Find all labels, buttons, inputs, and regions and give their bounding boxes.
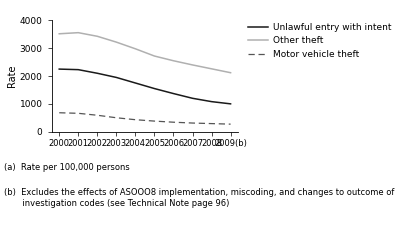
Unlawful entry with intent <box>228 102 233 105</box>
Line: Motor vehicle theft: Motor vehicle theft <box>59 113 231 124</box>
Unlawful entry with intent <box>152 87 157 90</box>
Motor vehicle theft <box>133 118 138 121</box>
Motor vehicle theft <box>76 112 81 115</box>
Motor vehicle theft <box>95 114 100 117</box>
Legend: Unlawful entry with intent, Other theft, Motor vehicle theft: Unlawful entry with intent, Other theft,… <box>248 23 391 59</box>
Other theft <box>95 35 100 38</box>
Other theft <box>76 31 81 34</box>
Text: (b)  Excludes the effects of ASOOO8 implementation, miscoding, and changes to ou: (b) Excludes the effects of ASOOO8 imple… <box>4 188 394 208</box>
Unlawful entry with intent <box>76 68 81 71</box>
Other theft <box>133 47 138 50</box>
Motor vehicle theft <box>57 111 62 114</box>
Line: Unlawful entry with intent: Unlawful entry with intent <box>59 69 231 104</box>
Other theft <box>190 64 195 66</box>
Unlawful entry with intent <box>171 92 176 95</box>
Unlawful entry with intent <box>133 82 138 84</box>
Motor vehicle theft <box>114 116 119 119</box>
Motor vehicle theft <box>152 120 157 122</box>
Unlawful entry with intent <box>57 68 62 70</box>
Unlawful entry with intent <box>114 76 119 79</box>
Y-axis label: Rate: Rate <box>7 65 17 87</box>
Other theft <box>171 59 176 62</box>
Other theft <box>114 41 119 44</box>
Text: (a)  Rate per 100,000 persons: (a) Rate per 100,000 persons <box>4 163 130 173</box>
Other theft <box>152 55 157 57</box>
Motor vehicle theft <box>190 122 195 124</box>
Motor vehicle theft <box>209 122 214 125</box>
Unlawful entry with intent <box>95 72 100 75</box>
Unlawful entry with intent <box>209 100 214 103</box>
Other theft <box>209 67 214 70</box>
Motor vehicle theft <box>228 123 233 126</box>
Unlawful entry with intent <box>190 97 195 100</box>
Line: Other theft: Other theft <box>59 33 231 73</box>
Motor vehicle theft <box>171 121 176 123</box>
Other theft <box>228 71 233 74</box>
Other theft <box>57 32 62 35</box>
